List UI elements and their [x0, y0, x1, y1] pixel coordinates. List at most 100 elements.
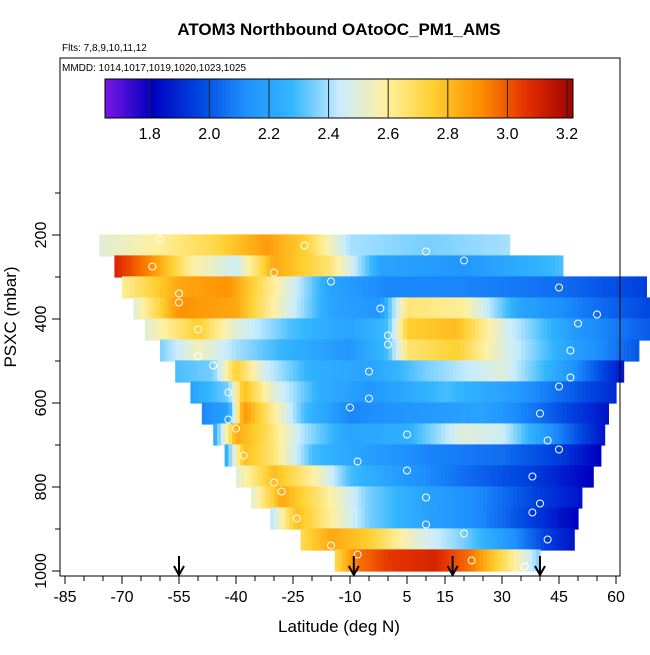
heat-cell	[475, 339, 480, 362]
heat-cell	[372, 486, 378, 509]
heat-cell	[376, 360, 381, 383]
heat-cell	[524, 339, 530, 362]
heat-cell	[163, 339, 169, 362]
heat-cell	[448, 465, 454, 488]
heat-cell	[369, 360, 374, 383]
heat-cell	[578, 276, 583, 299]
heat-cell	[619, 276, 625, 299]
heat-cell	[551, 297, 556, 320]
heat-cell	[547, 339, 552, 362]
heat-cell	[243, 465, 248, 488]
heat-cell	[353, 402, 359, 425]
heat-band	[133, 297, 650, 320]
heat-cell	[498, 507, 503, 530]
heat-cell	[255, 486, 260, 509]
heat-cell	[464, 528, 469, 551]
heat-cell	[540, 444, 545, 467]
heat-cell	[486, 297, 492, 320]
heat-cell	[543, 528, 549, 551]
heat-cell	[524, 381, 530, 404]
heat-cell	[350, 276, 355, 299]
heat-cell	[296, 360, 302, 383]
heat-cell	[414, 528, 419, 551]
heat-cell	[559, 507, 564, 530]
heat-cell	[452, 507, 457, 530]
heat-cell	[426, 297, 431, 320]
sample-point	[403, 430, 411, 439]
heat-cell	[426, 339, 431, 362]
heat-cell	[122, 276, 127, 299]
heat-cell	[213, 381, 218, 404]
heat-cell	[517, 318, 522, 341]
heat-cell	[220, 297, 226, 320]
heat-cell	[589, 444, 594, 467]
heat-cell	[357, 234, 362, 257]
heat-cell	[445, 465, 450, 488]
heat-cell	[353, 507, 359, 530]
heat-cell	[274, 255, 279, 278]
heat-cell	[502, 339, 507, 362]
heat-cell	[498, 444, 503, 467]
heat-cell	[559, 381, 564, 404]
heat-cell	[353, 297, 359, 320]
heat-cell	[266, 402, 271, 425]
heat-cell	[258, 444, 264, 467]
heat-cell	[456, 318, 461, 341]
heat-cell	[600, 423, 606, 446]
heat-cell	[452, 465, 457, 488]
heat-cell	[338, 297, 343, 320]
heat-cell	[380, 549, 385, 572]
heat-cell	[133, 234, 138, 257]
sample-point	[566, 346, 575, 355]
heat-cell	[167, 276, 172, 299]
heat-cell	[186, 360, 191, 383]
heat-cell	[562, 528, 568, 551]
heat-cell	[589, 339, 594, 362]
heat-cell	[304, 465, 309, 488]
heat-cell	[616, 360, 621, 383]
heat-cell	[490, 234, 495, 257]
heat-cell	[486, 528, 492, 551]
heat-cell	[361, 423, 366, 446]
heat-cell	[597, 360, 602, 383]
heat-cell	[312, 360, 317, 383]
heat-cell	[585, 444, 590, 467]
heat-cell	[437, 381, 442, 404]
heat-cell	[422, 360, 427, 383]
x-axis-label: Latitude (deg N)	[278, 617, 400, 636]
sample-point	[555, 382, 563, 391]
heat-cell	[517, 402, 522, 425]
heat-cell	[361, 402, 366, 425]
heat-cell	[312, 486, 317, 509]
heat-cell	[369, 339, 374, 362]
heat-cell	[467, 297, 473, 320]
heat-cell	[346, 297, 351, 320]
heat-cell	[213, 276, 218, 299]
heat-cell	[490, 465, 495, 488]
heat-cell	[559, 318, 564, 341]
heat-cell	[418, 423, 423, 446]
heat-cell	[600, 318, 606, 341]
sample-point	[327, 277, 335, 286]
heat-cell	[433, 318, 438, 341]
heat-cell	[475, 423, 480, 446]
heat-cell	[521, 318, 526, 341]
heat-cell	[505, 276, 511, 299]
heat-cell	[201, 318, 207, 341]
heat-cell	[220, 381, 226, 404]
heat-cell	[483, 465, 488, 488]
heat-cell	[217, 276, 222, 299]
heat-cell	[505, 549, 511, 572]
heat-cell	[319, 486, 324, 509]
heat-cell	[243, 255, 248, 278]
heat-cell	[239, 339, 245, 362]
heat-cell	[304, 276, 309, 299]
heat-cell	[388, 297, 393, 320]
heat-cell	[414, 423, 419, 446]
heat-cell	[224, 339, 229, 362]
heat-cell	[281, 507, 286, 530]
heat-cell	[597, 318, 602, 341]
heat-cell	[395, 360, 400, 383]
heat-band	[213, 423, 606, 446]
heat-cell	[426, 255, 431, 278]
